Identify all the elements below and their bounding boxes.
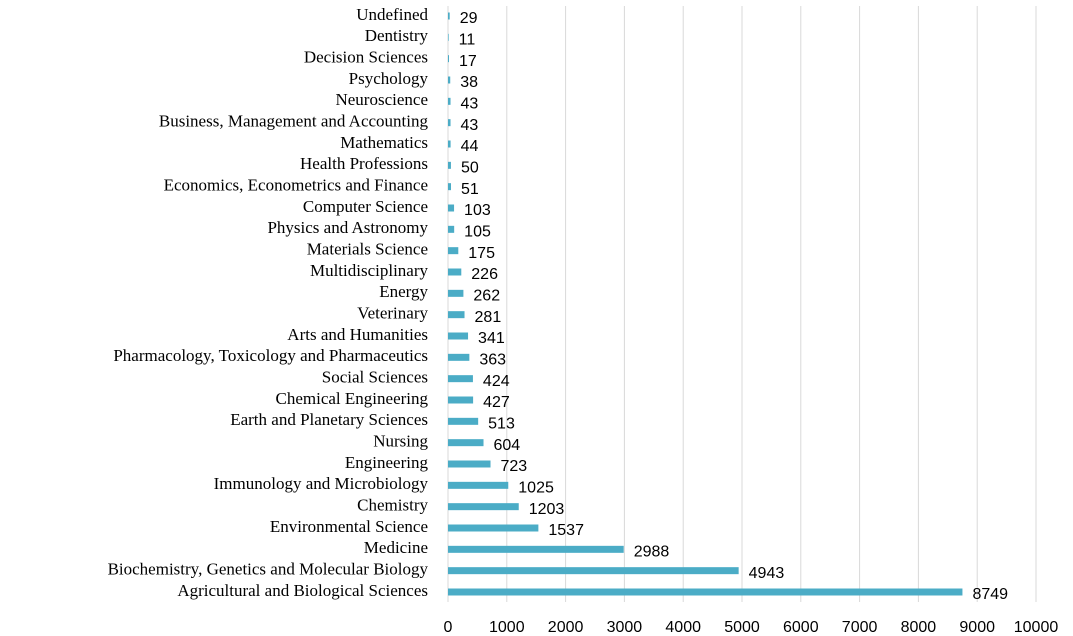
x-tick-label: 10000 [1014, 619, 1059, 636]
y-tick-label: Neuroscience [335, 90, 428, 109]
value-label: 105 [464, 224, 491, 241]
bar [448, 460, 491, 468]
value-label: 29 [460, 10, 478, 27]
bar [448, 183, 451, 191]
x-tick-label: 4000 [665, 619, 701, 636]
value-label: 103 [464, 202, 491, 219]
value-label: 427 [483, 394, 510, 411]
bar [448, 524, 539, 532]
bar [448, 375, 473, 383]
value-label: 363 [479, 352, 506, 369]
bar [448, 225, 455, 233]
bar [448, 567, 739, 575]
y-tick-label: Environmental Science [270, 517, 428, 536]
bar [448, 12, 450, 20]
bar [448, 289, 464, 297]
value-label: 43 [461, 96, 479, 113]
value-label: 8749 [972, 586, 1008, 603]
value-label: 43 [461, 117, 479, 134]
bar [448, 33, 449, 41]
y-tick-label: Multidisciplinary [310, 261, 429, 280]
bar [448, 97, 451, 105]
y-tick-label: Psychology [349, 69, 429, 88]
value-label: 50 [461, 160, 479, 177]
value-label: 1025 [518, 480, 554, 497]
bar [448, 588, 963, 596]
bar [448, 503, 519, 511]
y-tick-label: Computer Science [303, 197, 428, 216]
y-tick-label: Social Sciences [322, 368, 428, 387]
y-tick-label: Economics, Econometrics and Finance [164, 176, 428, 195]
y-tick-label: Nursing [373, 432, 428, 451]
x-tick-label: 2000 [548, 619, 584, 636]
x-tick-label: 3000 [607, 619, 643, 636]
value-label: 1537 [548, 522, 584, 539]
y-tick-label: Medicine [364, 538, 428, 557]
y-tick-label: Biochemistry, Genetics and Molecular Bio… [108, 560, 429, 579]
x-tick-label: 8000 [901, 619, 937, 636]
value-label: 51 [461, 181, 479, 198]
y-tick-label: Decision Sciences [304, 48, 428, 67]
value-label: 1203 [529, 501, 565, 518]
value-label: 262 [473, 288, 500, 305]
y-tick-label: Mathematics [340, 133, 428, 152]
x-tick-label: 0 [444, 619, 453, 636]
bar [448, 481, 509, 489]
bar [448, 55, 449, 63]
x-tick-label: 1000 [489, 619, 525, 636]
bar [448, 119, 451, 127]
bar [448, 161, 451, 169]
value-label: 11 [459, 32, 476, 49]
bar [448, 332, 469, 340]
y-tick-label: Engineering [345, 453, 429, 472]
y-tick-label: Business, Management and Accounting [159, 112, 429, 131]
value-label: 513 [488, 416, 515, 433]
y-tick-label: Immunology and Microbiology [214, 474, 429, 493]
y-tick-label: Dentistry [365, 26, 429, 45]
y-tick-label: Arts and Humanities [287, 325, 428, 344]
value-label: 4943 [749, 565, 785, 582]
y-tick-label: Pharmacology, Toxicology and Pharmaceuti… [113, 346, 428, 365]
y-tick-label: Health Professions [300, 154, 428, 173]
y-tick-label: Veterinary [357, 304, 428, 323]
y-tick-label: Undefined [356, 5, 428, 24]
bar [448, 439, 484, 447]
y-tick-label: Physics and Astronomy [267, 218, 428, 237]
x-tick-label: 6000 [783, 619, 819, 636]
bar [448, 247, 459, 255]
value-label: 281 [475, 309, 502, 326]
y-tick-label: Agricultural and Biological Sciences [177, 581, 428, 600]
x-tick-label: 5000 [724, 619, 760, 636]
value-label: 341 [478, 330, 505, 347]
bar [448, 140, 451, 148]
bar [448, 417, 479, 425]
x-tick-label: 7000 [842, 619, 878, 636]
value-label: 723 [501, 458, 528, 475]
value-label: 44 [461, 138, 479, 155]
y-tick-label: Materials Science [307, 240, 428, 259]
value-label: 424 [483, 373, 510, 390]
y-tick-label: Earth and Planetary Sciences [230, 410, 428, 429]
value-label: 226 [471, 266, 498, 283]
bar [448, 353, 470, 361]
bar [448, 268, 462, 276]
x-tick-label: 9000 [959, 619, 995, 636]
value-label: 2988 [634, 544, 670, 561]
bar [448, 204, 455, 212]
y-tick-label: Chemical Engineering [276, 389, 429, 408]
y-tick-label: Energy [379, 282, 428, 301]
bar [448, 396, 474, 404]
value-label: 604 [494, 437, 521, 454]
value-label: 38 [460, 74, 478, 91]
value-label: 175 [468, 245, 495, 262]
bar [448, 311, 465, 319]
bar [448, 76, 451, 84]
value-label: 17 [459, 53, 477, 70]
bar [448, 545, 624, 553]
y-tick-label: Chemistry [357, 496, 428, 515]
